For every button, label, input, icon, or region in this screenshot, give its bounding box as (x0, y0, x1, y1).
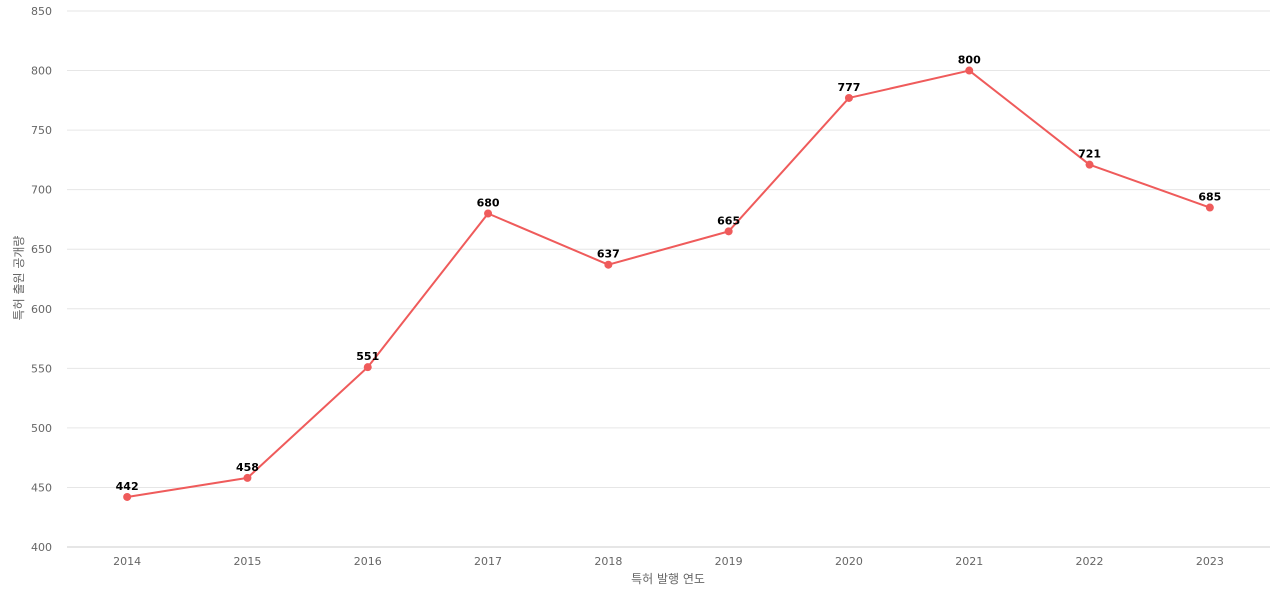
data-point[interactable] (484, 209, 492, 217)
series-line (127, 71, 1210, 497)
data-label: 680 (477, 196, 500, 209)
y-tick-label: 400 (31, 541, 52, 554)
data-label: 442 (116, 480, 139, 493)
y-tick-label: 500 (31, 422, 52, 435)
series-group (123, 67, 1214, 501)
data-point[interactable] (725, 227, 733, 235)
data-label: 800 (958, 54, 981, 67)
x-axis-ticks: 2014 2015 2016 2017 2018 2019 2020 2021 2022 2023 (113, 555, 1224, 568)
data-point[interactable] (604, 261, 612, 269)
x-axis-title: 특허 발행 연도 (631, 571, 705, 586)
x-tick-label: 2021 (955, 555, 983, 568)
data-label: 721 (1078, 148, 1101, 161)
y-tick-label: 850 (31, 5, 52, 18)
data-label: 685 (1198, 191, 1221, 204)
x-tick-label: 2017 (474, 555, 502, 568)
y-tick-label: 700 (31, 184, 52, 197)
y-tick-label: 550 (31, 362, 52, 375)
data-point[interactable] (364, 363, 372, 371)
y-tick-label: 450 (31, 481, 52, 494)
data-point[interactable] (965, 67, 973, 75)
x-tick-label: 2022 (1076, 555, 1104, 568)
y-axis-title: 특허 출원 공개량 (12, 236, 26, 321)
x-tick-label: 2023 (1196, 555, 1224, 568)
data-label: 458 (236, 461, 259, 474)
x-tick-label: 2016 (354, 555, 382, 568)
data-point[interactable] (1206, 204, 1214, 212)
data-point[interactable] (123, 493, 131, 501)
x-tick-label: 2019 (715, 555, 743, 568)
x-tick-label: 2014 (113, 555, 141, 568)
data-point[interactable] (1086, 161, 1094, 169)
data-labels: 442 458 551 680 637 665 777 800 721 685 (116, 54, 1222, 493)
data-point[interactable] (243, 474, 251, 482)
y-tick-label: 650 (31, 243, 52, 256)
x-tick-label: 2020 (835, 555, 863, 568)
y-tick-label: 600 (31, 303, 52, 316)
y-tick-label: 800 (31, 65, 52, 78)
x-tick-label: 2015 (233, 555, 261, 568)
y-axis-ticks: 400 450 500 550 600 650 700 750 800 850 (31, 5, 52, 554)
x-tick-label: 2018 (594, 555, 622, 568)
y-tick-label: 750 (31, 124, 52, 137)
data-point[interactable] (845, 94, 853, 102)
data-label: 637 (597, 248, 620, 261)
data-label: 551 (356, 350, 379, 363)
data-label: 777 (837, 81, 860, 94)
data-label: 665 (717, 214, 740, 227)
